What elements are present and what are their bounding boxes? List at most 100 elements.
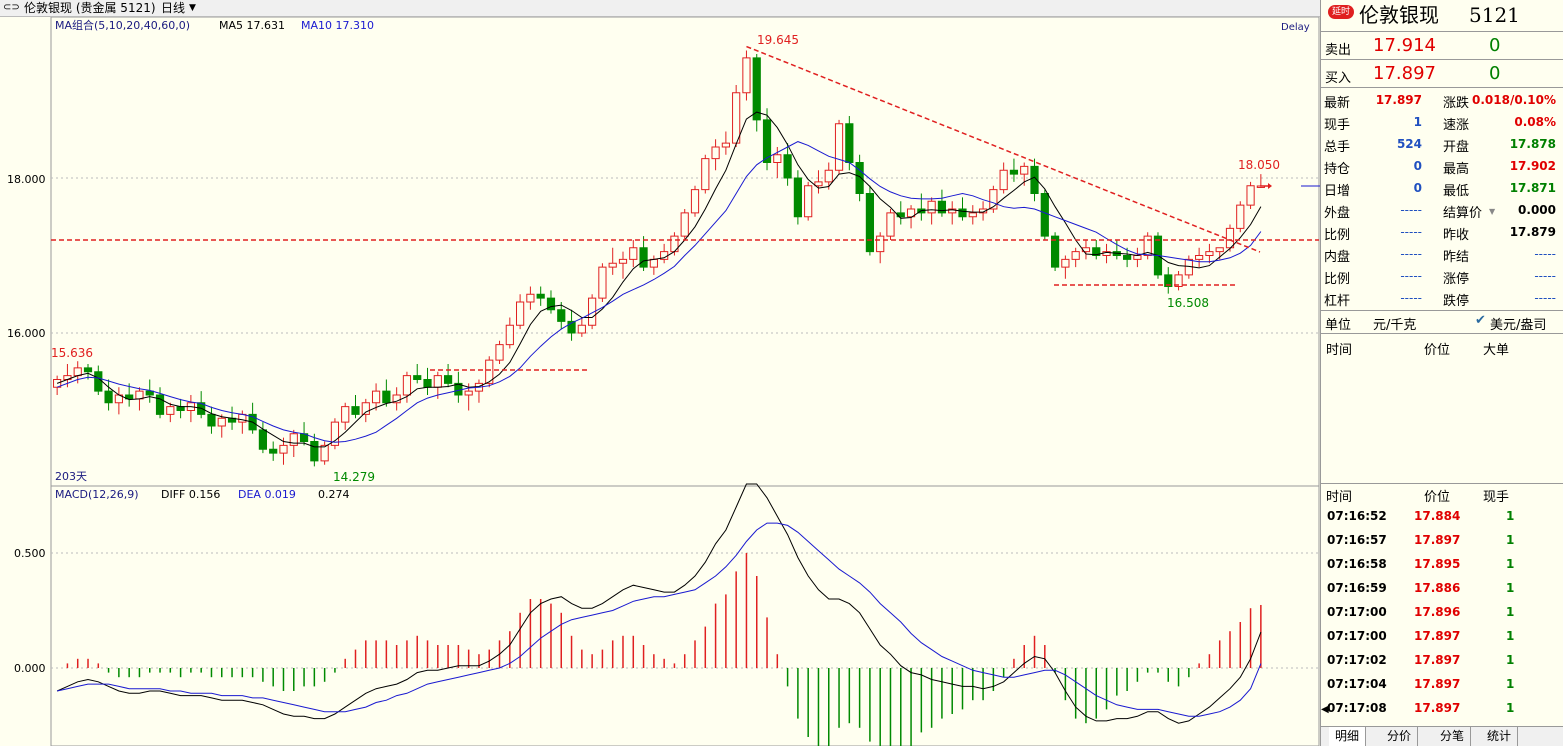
- candle-body: [495, 344, 504, 361]
- stat-row: 杠杆 ----- 跌停 -----: [1321, 287, 1563, 309]
- chevron-down-icon[interactable]: ▼: [189, 3, 196, 13]
- macd-panel-frame: [50, 485, 1320, 746]
- candle-body: [464, 390, 473, 396]
- candle-body: [485, 359, 494, 384]
- ma-indicator-label[interactable]: MA组合(5,10,20,40,60,0): [55, 18, 190, 32]
- instrument-title[interactable]: 伦敦银现 (贵金属 5121): [24, 1, 156, 15]
- stat-row: 日增 0 最低 17.871: [1321, 177, 1563, 199]
- ticks-divider: [1321, 483, 1563, 484]
- candle-body: [125, 394, 134, 400]
- stat-value: -----: [1534, 291, 1556, 305]
- candle-body: [1009, 169, 1019, 175]
- tick-price: 17.897: [1414, 677, 1461, 691]
- scroll-left-icon[interactable]: ◀: [1321, 704, 1329, 715]
- unit-label: 单位: [1325, 318, 1352, 333]
- candle-body: [968, 212, 977, 218]
- candle-body: [361, 402, 370, 415]
- delay-badge: 延时: [1328, 5, 1354, 19]
- candle-body: [721, 142, 730, 148]
- tab-stats[interactable]: 统计: [1481, 727, 1519, 746]
- tick-row: 07:17:00 17.897 1: [1321, 624, 1563, 648]
- candle-body: [824, 169, 833, 183]
- stat-value: 0: [1413, 159, 1422, 173]
- candle-body: [711, 146, 720, 160]
- bid-volume: 0: [1489, 63, 1501, 84]
- tick-time: 07:16:52: [1327, 509, 1387, 523]
- stat-row: 比例 ----- 昨收 17.879: [1321, 221, 1563, 243]
- stat-label: 最低: [1443, 184, 1470, 199]
- stat-label: 开盘: [1443, 140, 1470, 155]
- candle-body: [1050, 235, 1060, 268]
- stat-label: 昨结: [1443, 250, 1470, 265]
- chart-area[interactable]: MA组合(5,10,20,40,60,0) MA5 17.631 MA10 17…: [0, 16, 1320, 746]
- stat-value: -----: [1400, 247, 1422, 261]
- high-marker-arrow: [1268, 183, 1272, 189]
- candle-body: [310, 441, 319, 462]
- ask-row[interactable]: 卖出 17.914 0: [1321, 32, 1563, 60]
- tick-price: 17.884: [1414, 509, 1461, 523]
- bid-row[interactable]: 买入 17.897 0: [1321, 60, 1563, 88]
- candle-body: [402, 375, 412, 396]
- ma10-label: MA10 17.310: [301, 19, 374, 32]
- tab-detail[interactable]: 明细: [1329, 727, 1367, 746]
- bigorder-time-header: 时间: [1326, 343, 1353, 358]
- stat-value: -----: [1400, 203, 1422, 217]
- tick-volume: 1: [1506, 701, 1515, 715]
- candle-body: [680, 212, 689, 237]
- tick-time: 07:16:57: [1327, 533, 1387, 547]
- tick-volume: 1: [1506, 509, 1515, 523]
- unit-value[interactable]: 元/千克: [1373, 318, 1417, 333]
- candle-body: [1236, 204, 1245, 229]
- candle-body: [423, 379, 432, 388]
- tick-volume: 1: [1506, 581, 1515, 595]
- macd-indicator-label[interactable]: MACD(12,26,9): [55, 488, 139, 501]
- stat-value: -----: [1534, 247, 1556, 261]
- candle-body: [948, 208, 957, 214]
- tab-tick[interactable]: 分笔: [1434, 727, 1472, 746]
- candle-body: [217, 417, 226, 427]
- macd-value-label: 0.274: [318, 488, 350, 501]
- candle-body: [906, 208, 916, 218]
- quote-sidebar: 延时 伦敦银现 5121 卖出 17.914 0 买入 17.897 0 最新 1…: [1320, 0, 1563, 746]
- candle-body: [999, 169, 1008, 191]
- candle-body: [1133, 255, 1142, 260]
- candle-body: [855, 162, 864, 194]
- candle-body: [690, 189, 700, 214]
- candle-body: [608, 262, 617, 268]
- bottom-tabs: 明细 分价 分笔 统计: [1321, 726, 1563, 746]
- candle-body: [382, 390, 391, 404]
- stat-label: 内盘: [1324, 250, 1351, 265]
- macd-y-tick-label: 0.000: [14, 662, 46, 675]
- stat-label: 现手: [1324, 118, 1351, 133]
- stat-row: 现手 1 速涨 0.08%: [1321, 111, 1563, 133]
- candle-body: [762, 119, 772, 163]
- stat-value: 0.000: [1518, 203, 1556, 217]
- period-select[interactable]: 日线: [161, 1, 186, 15]
- tab-price-dist[interactable]: 分价: [1381, 727, 1419, 746]
- chevron-down-icon[interactable]: ▼: [1489, 207, 1496, 216]
- candle-body: [1225, 227, 1235, 249]
- chart-svg[interactable]: MA组合(5,10,20,40,60,0) MA5 17.631 MA10 17…: [0, 16, 1320, 746]
- stat-value: 17.879: [1509, 225, 1556, 239]
- unit-alt[interactable]: 美元/盎司: [1490, 318, 1547, 333]
- candle-body: [814, 181, 823, 187]
- macd-diff-line: [56, 483, 1262, 724]
- candle-body: [320, 444, 329, 462]
- stat-label: 日增: [1324, 184, 1351, 199]
- candle-body: [886, 212, 895, 237]
- y-tick-label: 16.000: [7, 327, 46, 340]
- bigorder-price-header: 价位: [1424, 343, 1451, 358]
- link-icon[interactable]: ⊂⊃: [3, 2, 20, 13]
- title-bar: ⊂⊃ 伦敦银现 (贵金属 5121) 日线 ▼: [0, 0, 1320, 17]
- stat-row: 总手 524 开盘 17.878: [1321, 133, 1563, 155]
- tick-price: 17.897: [1414, 701, 1461, 715]
- candle-body: [752, 57, 761, 121]
- candle-body: [516, 301, 525, 326]
- candle-body: [166, 406, 175, 415]
- candle-body: [588, 297, 597, 326]
- candle-body: [145, 390, 154, 396]
- candle-body: [773, 154, 782, 163]
- tick-time: 07:16:58: [1327, 557, 1387, 571]
- candle-body: [567, 320, 576, 334]
